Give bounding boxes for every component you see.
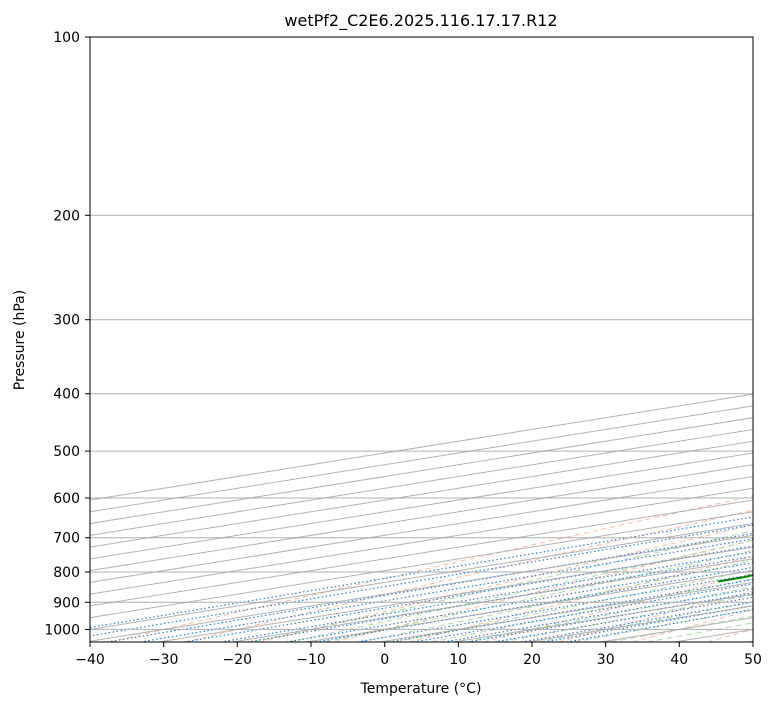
x-tick-label: 40	[670, 652, 688, 668]
y-tick-label: 400	[53, 387, 80, 403]
isotherm-line	[90, 405, 753, 513]
moist-adiabat-line	[646, 622, 753, 642]
y-tick-label: 900	[53, 595, 80, 611]
moist-adiabat-line	[430, 578, 753, 642]
y-tick-label: 700	[53, 531, 80, 547]
mixing-ratio-line	[566, 608, 753, 642]
isotherm-line	[90, 523, 753, 630]
chart-title: wetPf2_C2E6.2025.116.17.17.R12	[284, 11, 557, 31]
mixing-ratio-line	[413, 583, 753, 642]
mixing-ratio-line	[286, 562, 753, 642]
dry-adiabat-line	[707, 628, 753, 642]
y-tick-label: 1000	[44, 622, 80, 638]
x-axis-title: Temperature (°C)	[360, 681, 482, 697]
pressure-gridlines	[90, 37, 753, 630]
isotherm-line	[90, 417, 753, 525]
y-tick-label: 500	[53, 444, 80, 460]
x-tick-label: −30	[149, 652, 179, 668]
moist-adiabat-line	[253, 530, 753, 642]
isotherm-line	[90, 452, 753, 560]
moist-adiabat-line	[574, 608, 753, 642]
isotherm-line	[90, 487, 753, 595]
isotherm-line	[90, 440, 753, 548]
dry-adiabat-line	[334, 539, 753, 642]
y-tick-label: 600	[53, 491, 80, 507]
dewpoint-profile-line	[717, 574, 753, 583]
x-tick-label: 0	[380, 652, 389, 668]
y-tick-label: 200	[53, 208, 80, 224]
x-tick-label: 30	[597, 652, 615, 668]
moist-adiabat-line	[466, 586, 753, 642]
y-tick-label: 100	[53, 30, 80, 46]
isotherm-line	[90, 464, 753, 572]
isotherms	[90, 393, 753, 642]
x-tick-label: 20	[523, 652, 541, 668]
isotherm-line	[90, 511, 753, 619]
dry-adiabat-line	[558, 590, 753, 642]
x-tick-label: −20	[223, 652, 253, 668]
isotherm-line	[90, 428, 753, 536]
y-axis-title: Pressure (hPa)	[12, 290, 28, 390]
moist-adiabat-line	[324, 550, 753, 642]
isotherm-line	[90, 393, 753, 501]
mixing-ratio-line	[543, 605, 753, 642]
isotherm-line	[158, 546, 753, 642]
dry-adiabat-line	[483, 572, 753, 642]
moist-adiabat-line	[288, 540, 753, 642]
moist-adiabat-line	[359, 559, 753, 642]
moist-adiabats	[253, 530, 753, 642]
y-tick-label: 800	[53, 565, 80, 581]
x-tick-label: 50	[744, 652, 762, 668]
x-axis-ticks: −40 −30 −20 −10 0 10 20 30 40 50	[75, 642, 762, 668]
isotherm-line	[90, 475, 753, 583]
mixing-ratio-line	[220, 551, 753, 642]
data-series	[717, 574, 753, 583]
y-axis-ticks: 100 200 300 400 500 600 700 800 900 1000	[44, 30, 90, 638]
dry-adiabat-line	[408, 555, 753, 642]
mixing-ratio-line	[247, 555, 753, 642]
dry-adiabat-line	[259, 524, 753, 642]
mixing-ratio-line	[90, 524, 753, 637]
isotherm-line	[90, 499, 753, 607]
moist-adiabat-line	[395, 569, 753, 642]
mixing-ratio-line	[388, 579, 753, 642]
x-tick-label: −10	[296, 652, 326, 668]
mixing-ratio-line	[184, 545, 753, 642]
isotherm-line	[90, 534, 753, 642]
isotherm-line	[748, 640, 753, 642]
dry-adiabat-line	[184, 509, 753, 642]
x-tick-label: 10	[449, 652, 467, 668]
x-tick-label: −40	[75, 652, 105, 668]
y-tick-label: 300	[53, 313, 80, 329]
plot-frame	[89, 36, 754, 643]
